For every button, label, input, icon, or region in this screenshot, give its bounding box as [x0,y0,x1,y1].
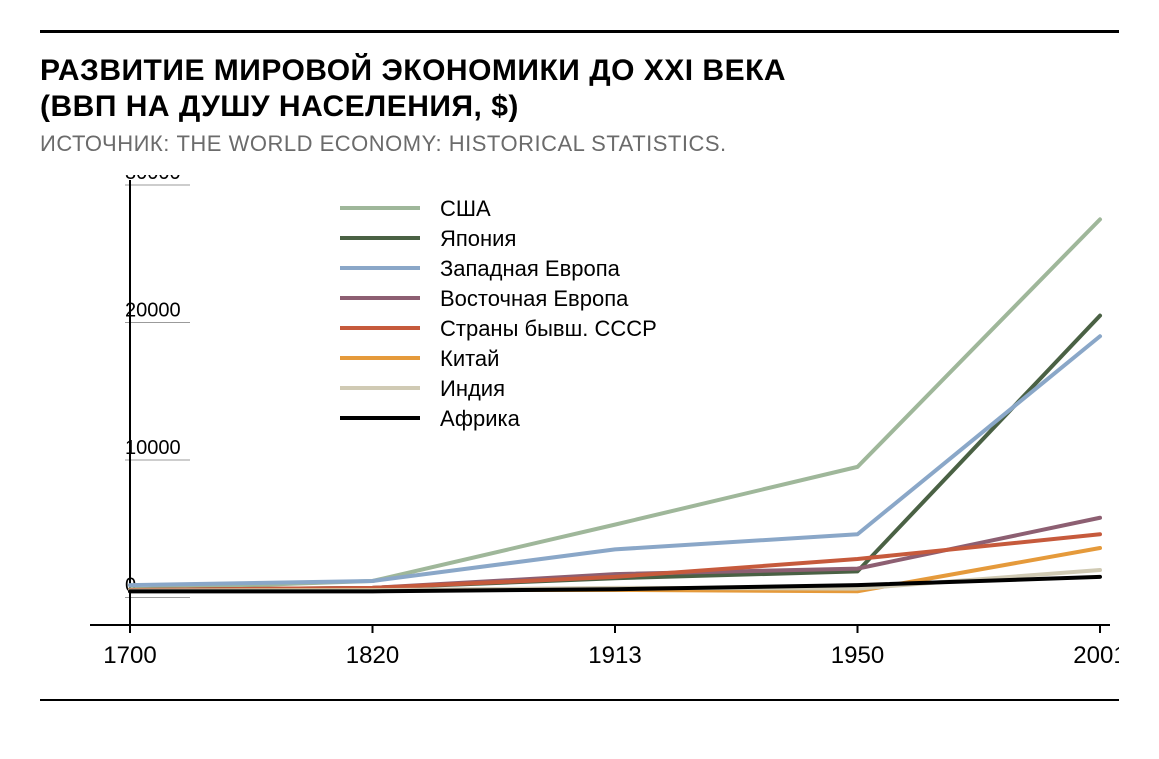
legend-label: США [440,196,491,221]
legend-label: Восточная Европа [440,286,629,311]
legend-label: Япония [440,226,516,251]
y-tick-label: 30000 [125,175,181,184]
chart-title: РАЗВИТИЕ МИРОВОЙ ЭКОНОМИКИ ДО XXI ВЕКА (… [40,53,1119,125]
x-tick-label: 1913 [588,642,641,669]
y-tick-label: 20000 [125,300,181,322]
bottom-rule [40,699,1119,701]
x-tick-label: 1820 [346,642,399,669]
top-rule [40,30,1119,33]
x-tick-label: 1700 [103,642,156,669]
legend-label: Китай [440,346,499,371]
y-tick-label: 10000 [125,437,181,459]
legend-label: Африка [440,406,521,431]
legend-label: Индия [440,376,505,401]
legend-label: Западная Европа [440,256,621,281]
x-tick-label: 2001 [1073,642,1119,669]
legend: США Япония Западная Европа Восточная Европа… [340,196,657,431]
title-line-1: РАЗВИТИЕ МИРОВОЙ ЭКОНОМИКИ ДО XXI ВЕКА [40,54,786,87]
title-line-2: (ВВП НА ДУШУ НАСЕЛЕНИЯ, $) [40,90,519,123]
line-chart: 010000200003000017001820191319502001СШАЯ… [40,175,1119,695]
chart-source: ИСТОЧНИК: THE WORLD ECONOMY: HISTORICAL … [40,131,1119,157]
chart-container: 010000200003000017001820191319502001СШАЯ… [40,175,1119,695]
legend-label: Страны бывш. СССР [440,316,657,341]
x-tick-label: 1950 [831,642,884,669]
